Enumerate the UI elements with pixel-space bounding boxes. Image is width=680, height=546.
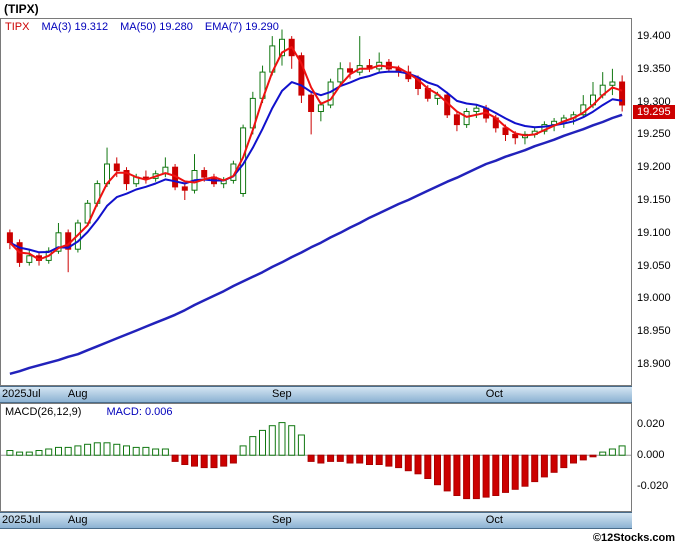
x-axis-bottom: 2025Jul Aug Sep Oct (0, 512, 632, 529)
macd-panel: MACD(26,12,9) MACD: 0.006 0.020 0.000 -0.0… (0, 403, 680, 512)
price-panel: TIPX MA(3) 19.312 MA(50) 19.280 EMA(7) 19.2… (0, 18, 680, 386)
page-title: (TIPX) (4, 2, 39, 16)
x-axis-label: Sep (271, 514, 292, 526)
price-y-axis: 19.400 19.350 19.300 19.250 19.200 19.150 19.1… (632, 18, 680, 386)
y-axis-label: 19.150 (637, 194, 671, 207)
y-axis-label: 18.900 (637, 358, 671, 370)
watermark: ©12Stocks.com (593, 532, 675, 544)
last-price-badge: 19.295 (633, 104, 675, 119)
macd-histogram (1, 422, 631, 500)
legend-item: TIPX (5, 21, 30, 33)
y-axis-label: 19.250 (637, 128, 671, 141)
y-axis-label: 19.050 (637, 259, 671, 272)
x-axis-label: 2025Jul (2, 388, 41, 400)
y-axis-label: 19.350 (637, 62, 671, 75)
macd-value-label: MACD: 0.006 (106, 406, 173, 418)
candlestick-chart (6, 29, 626, 376)
y-axis-label: -0.020 (637, 480, 669, 493)
x-axis-label: Aug (67, 388, 88, 400)
watermark-text: ©12Stocks.com (592, 532, 675, 544)
price-plot-area: TIPX MA(3) 19.312 MA(50) 19.280 EMA(7) 19.2… (0, 18, 632, 386)
macd-legend: MACD(26,12,9) MACD: 0.006 (5, 406, 185, 418)
x-axis-label: Oct (485, 388, 503, 400)
y-axis-label: 0.020 (637, 418, 665, 431)
macd-params-label: MACD(26,12,9) (5, 406, 82, 418)
macd-y-axis: 0.020 0.000 -0.020 (632, 403, 680, 512)
y-axis-label: 19.100 (637, 226, 671, 239)
x-axis-label: Oct (485, 514, 503, 526)
x-axis-label: Sep (271, 388, 292, 400)
y-axis-label: 19.300 (637, 95, 671, 108)
legend-item: EMA(7) 19.290 (204, 21, 279, 33)
x-axis-top: 2025Jul Aug Sep Oct (0, 386, 632, 403)
price-legend: TIPX MA(3) 19.312 MA(50) 19.280 EMA(7) 19.2… (5, 21, 291, 33)
legend-item: MA(50) 19.280 (120, 21, 193, 33)
y-axis-label: 0.000 (637, 449, 665, 462)
y-axis-label: 19.400 (637, 30, 671, 43)
legend-item: MA(3) 19.312 (41, 21, 109, 33)
macd-plot-area: MACD(26,12,9) MACD: 0.006 (0, 403, 632, 512)
y-axis-label: 18.950 (637, 325, 671, 338)
y-axis-label: 19.200 (637, 161, 671, 174)
x-axis-label: Aug (67, 514, 88, 526)
y-axis-label: 19.000 (637, 292, 671, 305)
x-axis-label: 2025Jul (2, 514, 41, 526)
